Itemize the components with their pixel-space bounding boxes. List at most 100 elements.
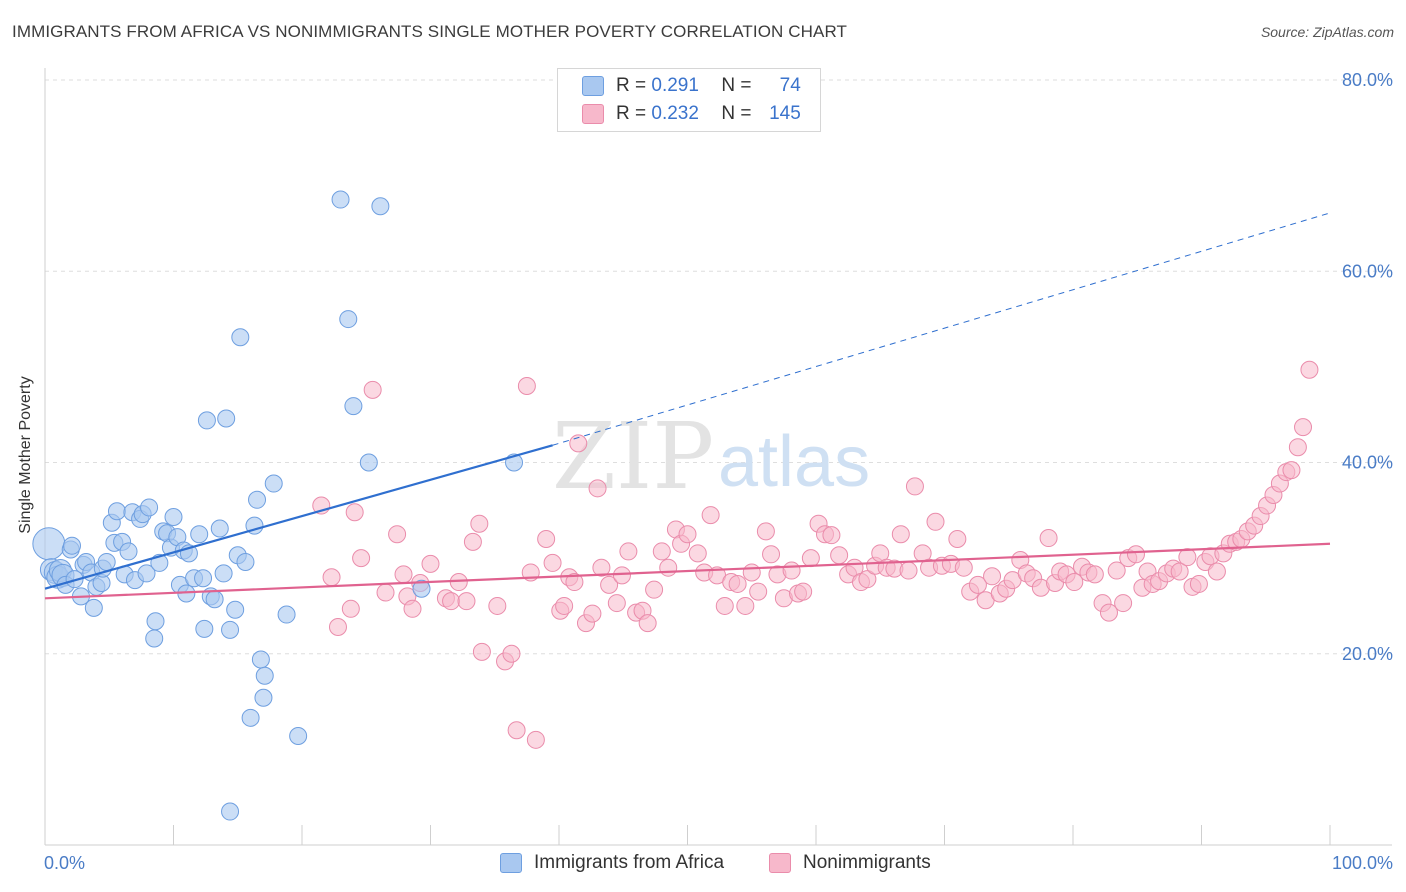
data-point-nonimmigrants [421, 554, 440, 573]
data-point-nonimmigrants [948, 530, 967, 548]
data-point-nonimmigrants [565, 573, 584, 592]
data-point-nonimmigrants [899, 561, 918, 580]
trend-lines [44, 212, 1331, 600]
data-point-africa [248, 490, 267, 509]
data-point-nonimmigrants [517, 377, 536, 395]
data-point-nonimmigrants [905, 477, 924, 496]
data-point-nonimmigrants [749, 582, 768, 601]
grid-lines [45, 79, 1392, 655]
legend-r-value-nonimmigrants: 0.232 [651, 103, 699, 124]
data-point-africa [236, 552, 255, 571]
data-point-africa [62, 536, 81, 555]
data-point-nonimmigrants [1126, 545, 1145, 564]
data-point-africa [251, 650, 270, 669]
data-point-nonimmigrants [1294, 418, 1313, 437]
data-point-nonimmigrants [442, 592, 461, 611]
data-point-nonimmigrants [645, 580, 664, 599]
data-point-africa [119, 542, 138, 561]
data-point-africa [197, 411, 216, 430]
data-point-nonimmigrants [659, 558, 678, 577]
data-point-africa [339, 310, 358, 329]
data-point-africa [164, 508, 183, 527]
data-point-nonimmigrants [463, 532, 482, 551]
watermark-zip: ZIP [552, 403, 714, 510]
data-point-nonimmigrants [1107, 561, 1126, 580]
data-point-africa [137, 564, 156, 583]
chart-title: IMMIGRANTS FROM AFRICA VS NONIMMIGRANTS … [12, 22, 848, 41]
watermark: ZIP atlas [552, 403, 870, 510]
data-point-nonimmigrants [728, 574, 747, 593]
legend-swatch-africa [500, 853, 522, 873]
data-point-nonimmigrants [592, 558, 611, 577]
data-point-nonimmigrants [794, 582, 813, 601]
data-point-africa [145, 629, 164, 648]
data-point-nonimmigrants [376, 583, 395, 602]
y-tick-label: 60.0% [1342, 261, 1393, 281]
data-point-nonimmigrants [388, 525, 407, 544]
data-point-nonimmigrants [322, 568, 341, 587]
data-point-africa [254, 688, 273, 707]
data-point-nonimmigrants [1170, 562, 1189, 581]
data-point-nonimmigrants [830, 546, 849, 565]
data-point-nonimmigrants [1039, 529, 1058, 548]
data-point-nonimmigrants [1065, 573, 1084, 592]
legend-r-label: R = [616, 103, 647, 124]
data-point-nonimmigrants [678, 525, 697, 544]
data-point-nonimmigrants [403, 599, 422, 618]
series-nonimmigrants [312, 360, 1319, 749]
data-point-nonimmigrants [756, 522, 775, 541]
data-point-nonimmigrants [968, 575, 987, 594]
data-point-nonimmigrants [822, 526, 841, 545]
legend-row-nonimmigrants: R = 0.232 N = 145 [582, 101, 801, 127]
data-point-africa [107, 502, 126, 521]
x-tick-label: 100.0% [1332, 853, 1393, 873]
data-point-africa [221, 802, 240, 821]
data-point-nonimmigrants [858, 570, 877, 589]
data-point-nonimmigrants [341, 599, 360, 618]
data-point-nonimmigrants [600, 575, 619, 594]
legend-item-africa[interactable]: Immigrants from Africa [500, 852, 724, 874]
data-point-nonimmigrants [736, 596, 755, 615]
data-point-nonimmigrants [619, 542, 638, 561]
data-point-africa [241, 708, 260, 727]
data-point-nonimmigrants [1085, 565, 1104, 584]
data-point-africa [140, 498, 159, 517]
legend-item-nonimmigrants[interactable]: Nonimmigrants [769, 852, 931, 874]
data-point-nonimmigrants [1189, 574, 1208, 593]
trend-line-africa-extension [552, 212, 1331, 446]
legend-n-label: N = [721, 103, 752, 124]
data-point-nonimmigrants [488, 596, 507, 615]
legend-swatch-nonimmigrants [582, 104, 604, 124]
correlation-legend: R = 0.291 N = 74 R = 0.232 N = 145 [557, 68, 821, 132]
x-tick-label: 0.0% [44, 853, 85, 873]
data-point-nonimmigrants [926, 512, 945, 531]
chart-source: Source: ZipAtlas.com [1260, 24, 1394, 40]
data-point-africa [221, 620, 240, 639]
data-point-nonimmigrants [1300, 360, 1319, 379]
data-point-africa [255, 666, 274, 685]
data-point-nonimmigrants [1178, 548, 1197, 567]
data-point-nonimmigrants [638, 614, 657, 633]
y-tick-label: 40.0% [1342, 453, 1393, 473]
data-point-africa [205, 590, 224, 609]
data-point-nonimmigrants [543, 553, 562, 572]
data-point-nonimmigrants [363, 380, 382, 399]
data-point-africa [344, 397, 363, 416]
data-point-africa [194, 569, 213, 588]
trend-line-africa [44, 444, 553, 590]
data-point-africa [359, 453, 378, 472]
data-point-nonimmigrants [526, 730, 545, 749]
data-point-nonimmigrants [352, 549, 371, 568]
series-immigrants-from-africa [32, 190, 524, 821]
legend-n-value-africa: 74 [779, 75, 801, 96]
data-point-nonimmigrants [507, 721, 526, 740]
legend-n-value-nonimmigrants: 145 [769, 103, 801, 124]
data-point-nonimmigrants [470, 514, 489, 533]
data-point-africa [210, 519, 229, 538]
data-point-nonimmigrants [742, 563, 761, 582]
data-point-nonimmigrants [1207, 562, 1226, 581]
data-point-africa [214, 564, 233, 583]
data-point-nonimmigrants [1114, 594, 1133, 613]
series-legend: Immigrants from Africa Nonimmigrants [0, 852, 1406, 878]
